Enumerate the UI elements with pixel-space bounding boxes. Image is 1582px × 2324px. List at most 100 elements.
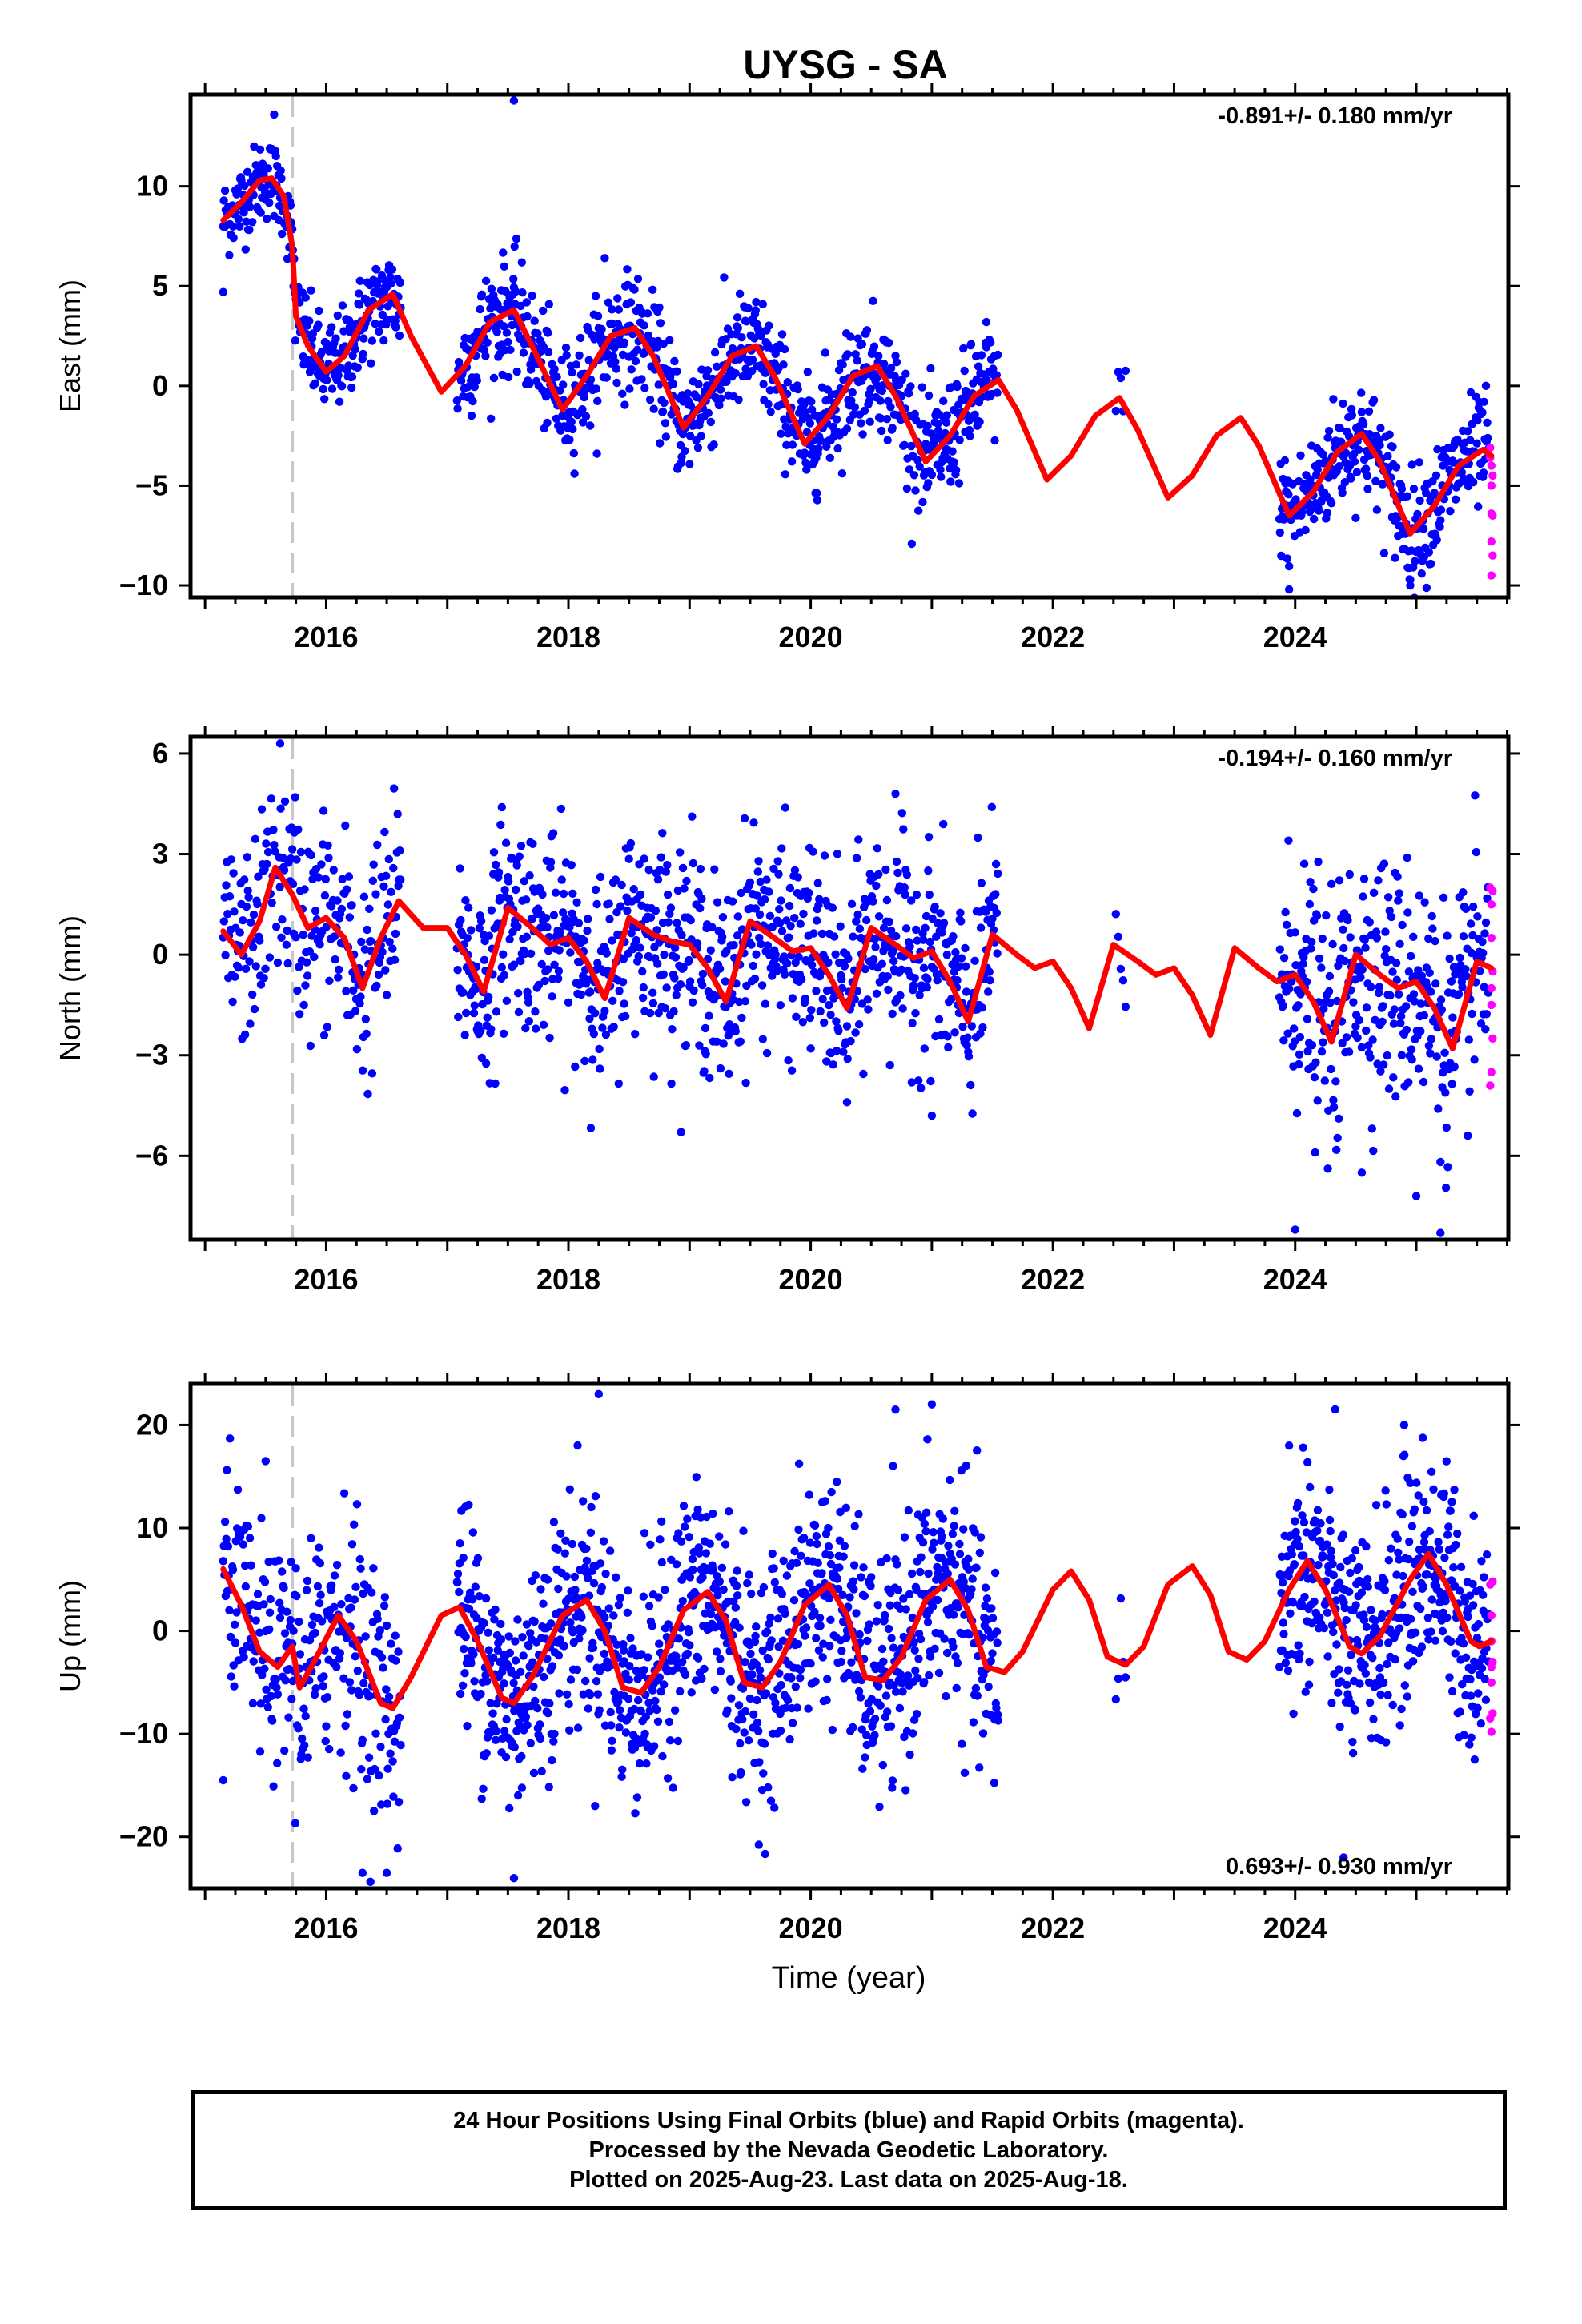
data-point xyxy=(355,999,364,1008)
data-point xyxy=(889,956,898,966)
data-point xyxy=(904,1506,913,1515)
data-point xyxy=(470,1677,479,1686)
data-point xyxy=(355,300,364,309)
data-point xyxy=(1374,876,1383,885)
data-point xyxy=(323,376,331,384)
data-point xyxy=(1327,1064,1335,1074)
data-point xyxy=(688,998,697,1007)
data-point xyxy=(676,1687,685,1696)
data-point xyxy=(299,1000,308,1010)
data-point xyxy=(777,844,786,853)
data-point xyxy=(960,366,969,376)
data-point xyxy=(759,380,768,388)
data-point xyxy=(779,360,788,369)
data-point xyxy=(388,1757,397,1766)
data-point xyxy=(616,1706,624,1715)
data-point xyxy=(701,1549,711,1558)
data-point xyxy=(460,1644,468,1654)
data-point xyxy=(1408,1657,1418,1666)
data-point xyxy=(578,1626,587,1634)
data-point xyxy=(805,1490,813,1499)
data-point xyxy=(737,1013,746,1023)
data-point xyxy=(365,904,374,914)
data-point xyxy=(1295,1649,1304,1658)
rapid-data-point xyxy=(1486,443,1495,452)
data-point xyxy=(1355,1679,1364,1688)
data-point xyxy=(363,1089,372,1099)
data-point xyxy=(1447,977,1456,986)
data-point xyxy=(370,1807,379,1815)
data-point xyxy=(573,1723,583,1732)
data-point xyxy=(228,997,237,1007)
data-point xyxy=(576,333,585,343)
data-point xyxy=(589,1578,599,1588)
data-point xyxy=(873,1601,882,1610)
data-point xyxy=(913,456,922,464)
data-point xyxy=(752,950,761,959)
data-point xyxy=(640,384,649,392)
data-point xyxy=(620,400,629,409)
data-point xyxy=(765,386,775,395)
data-point xyxy=(652,1705,661,1715)
data-point xyxy=(307,286,315,295)
x-tick-label: 2018 xyxy=(536,1263,600,1296)
data-point xyxy=(586,987,595,996)
data-point xyxy=(247,1561,255,1570)
data-point xyxy=(469,1650,478,1659)
data-point xyxy=(964,1052,974,1061)
data-point xyxy=(295,1617,303,1626)
data-point xyxy=(280,797,290,806)
data-point xyxy=(1419,1011,1429,1020)
data-point xyxy=(311,907,320,915)
data-point xyxy=(517,1783,527,1792)
data-point xyxy=(719,1039,728,1048)
data-point xyxy=(754,857,763,866)
data-point xyxy=(609,1611,618,1620)
data-point xyxy=(569,448,578,458)
data-point xyxy=(975,1763,984,1772)
data-point xyxy=(963,1033,972,1042)
data-point xyxy=(382,1685,391,1694)
data-point xyxy=(737,333,746,342)
data-point xyxy=(555,946,564,955)
data-point xyxy=(678,863,688,873)
data-point xyxy=(1284,836,1293,845)
data-point xyxy=(537,959,546,969)
data-point xyxy=(913,1674,922,1683)
data-point xyxy=(993,949,1002,958)
data-point xyxy=(838,1590,847,1600)
data-point xyxy=(901,924,911,933)
data-point xyxy=(317,860,326,869)
data-point xyxy=(1324,427,1334,436)
data-point xyxy=(825,1550,835,1560)
data-point xyxy=(1427,1035,1436,1043)
data-point xyxy=(847,899,857,909)
data-point xyxy=(608,1736,616,1745)
data-point xyxy=(789,1719,797,1727)
data-point xyxy=(681,1041,690,1050)
data-point xyxy=(1407,1045,1416,1054)
data-point xyxy=(709,1509,717,1518)
data-point xyxy=(874,1682,883,1691)
data-point xyxy=(1319,1038,1327,1047)
data-point xyxy=(677,1537,686,1546)
data-point xyxy=(753,1719,762,1727)
data-point xyxy=(985,967,994,976)
data-point xyxy=(879,923,889,933)
data-point xyxy=(559,889,568,899)
data-point xyxy=(847,1658,856,1667)
data-point xyxy=(801,994,809,1003)
data-point xyxy=(1303,1458,1312,1467)
data-point xyxy=(904,389,913,398)
data-point xyxy=(530,316,539,325)
data-point xyxy=(656,439,665,448)
data-point xyxy=(899,1594,908,1603)
data-point xyxy=(357,1765,366,1774)
data-point xyxy=(831,950,840,959)
data-point xyxy=(605,915,614,923)
data-point xyxy=(833,444,842,453)
data-point xyxy=(613,294,622,303)
model-fit-line xyxy=(220,175,1495,537)
data-point xyxy=(926,1652,935,1661)
data-point xyxy=(796,1665,805,1675)
